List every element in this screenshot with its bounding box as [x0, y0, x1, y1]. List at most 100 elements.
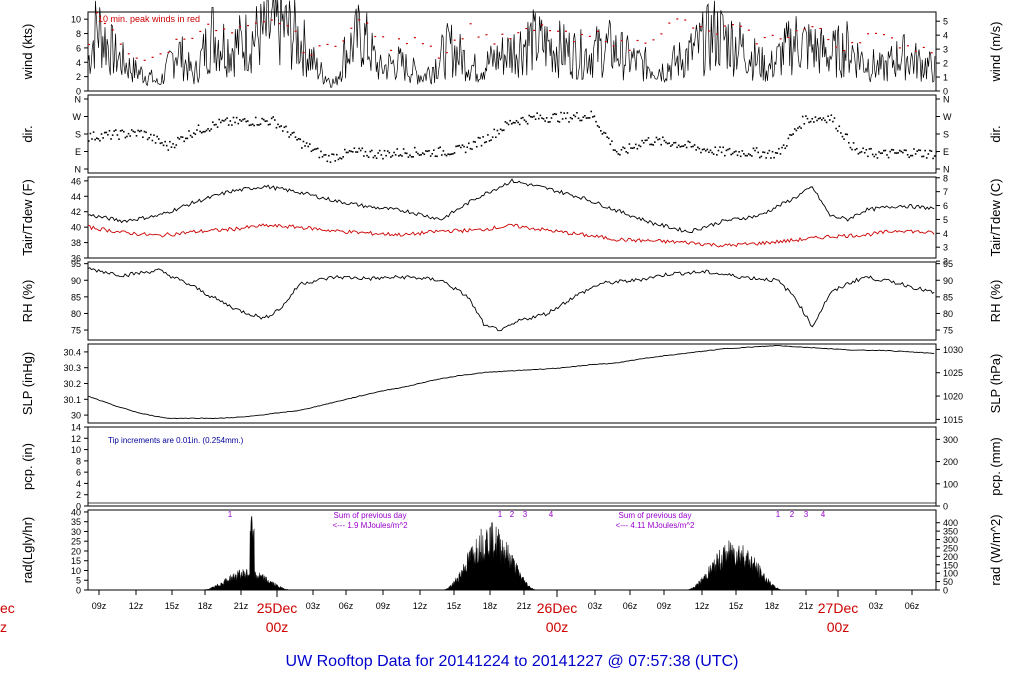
ytick-right-label: 80	[943, 309, 953, 319]
dir-point	[522, 116, 524, 119]
dir-point	[531, 116, 534, 118]
x-tick-label: 06z	[623, 601, 638, 611]
peak-wind-marker	[445, 52, 448, 54]
dir-point	[328, 154, 330, 157]
dir-point	[604, 132, 607, 135]
rad-sum-title-1: Sum of previous day	[334, 511, 407, 520]
dir-point	[636, 147, 639, 150]
dir-point	[747, 153, 750, 155]
rad-marker-1: 1	[228, 510, 233, 519]
dir-point	[229, 120, 232, 122]
panel-frame-temp	[87, 176, 937, 259]
ytick-right-label: 90	[943, 276, 953, 286]
dir-point	[269, 123, 271, 126]
dir-point	[658, 138, 661, 140]
day-label-date: 25Dec	[257, 600, 297, 616]
dir-point	[592, 116, 594, 118]
ytick-right-label: 0	[943, 502, 948, 512]
ytick-left-label: 36	[71, 254, 81, 264]
ylabel-left-rad: rad(Lgly/hr)	[20, 517, 35, 583]
ytick-right-label: 85	[943, 292, 953, 302]
ytick-left-label: 30.3	[63, 363, 81, 373]
dir-point	[401, 155, 403, 157]
dir-point	[418, 154, 421, 156]
dir-point	[765, 157, 767, 159]
peak-wind-marker	[374, 35, 377, 38]
dir-point	[450, 153, 453, 155]
dir-point	[499, 128, 502, 131]
dir-point	[668, 142, 670, 144]
dir-point	[340, 157, 343, 160]
dir-point	[402, 148, 405, 150]
x-tick-label: 21z	[234, 601, 249, 611]
dir-point	[676, 146, 678, 149]
ytick-left-label: 38	[71, 238, 81, 248]
dir-point	[442, 150, 445, 152]
ytick-left-label: 6	[76, 468, 81, 478]
dir-point	[838, 125, 841, 128]
dir-point	[261, 117, 263, 120]
dir-point	[917, 149, 920, 151]
ytick-right-label: 2	[943, 257, 948, 267]
dir-point	[184, 137, 187, 140]
dir-point	[862, 147, 864, 150]
dir-point	[709, 149, 712, 152]
dir-point	[138, 130, 141, 133]
dir-point	[154, 142, 157, 144]
dir-point	[606, 136, 608, 138]
dir-point	[299, 138, 302, 141]
dir-point	[630, 147, 632, 149]
dir-point	[417, 152, 419, 155]
dir-point	[399, 154, 402, 156]
peak-wind-marker	[883, 33, 885, 36]
ytick-left-label: 10	[71, 15, 81, 25]
dir-point	[820, 119, 823, 121]
ytick-left-label: 30.1	[63, 395, 81, 405]
dir-point	[218, 118, 220, 121]
dir-point	[782, 144, 785, 146]
dir-point	[210, 128, 213, 130]
peak-wind-marker	[254, 22, 257, 24]
dir-point	[410, 155, 413, 158]
dir-point	[755, 147, 758, 149]
dir-point	[760, 155, 763, 158]
dir-point	[663, 139, 666, 142]
dir-point	[151, 139, 154, 142]
dir-point	[585, 117, 588, 119]
x-tick-label: 03z	[588, 601, 603, 611]
peak-wind-marker	[199, 30, 202, 33]
ytick-left-label: 25	[71, 537, 81, 547]
dir-point	[933, 155, 936, 157]
peak-wind-marker	[358, 19, 361, 21]
x-tick-label: 21z	[799, 601, 814, 611]
dir-point	[881, 152, 884, 154]
dir-point	[690, 145, 693, 148]
dir-point	[669, 145, 672, 147]
dir-point	[115, 129, 117, 131]
dir-point	[464, 151, 467, 154]
dir-point	[752, 147, 755, 150]
dir-point	[159, 142, 162, 145]
rad-marker-5: 4	[549, 510, 554, 519]
dir-point	[825, 121, 828, 124]
day-label-date: 26Dec	[537, 600, 577, 616]
dir-point	[393, 151, 395, 154]
dir-point	[130, 129, 133, 131]
dir-point	[654, 141, 656, 143]
dir-point	[477, 136, 480, 139]
dir-point	[326, 160, 329, 163]
dir-point	[157, 138, 160, 140]
peak-wind-marker	[636, 39, 639, 42]
dir-point	[612, 149, 615, 151]
dir-point	[822, 117, 825, 119]
dir-point	[927, 153, 930, 155]
peak-wind-marker	[612, 45, 615, 47]
dir-point	[703, 148, 705, 150]
dir-point	[746, 154, 748, 157]
dir-point	[162, 144, 165, 147]
dir-tick-label-left: W	[73, 112, 82, 122]
dir-point	[515, 119, 518, 122]
dir-point	[407, 156, 410, 158]
dir-point	[113, 130, 116, 132]
peak-wind-marker	[533, 29, 536, 31]
